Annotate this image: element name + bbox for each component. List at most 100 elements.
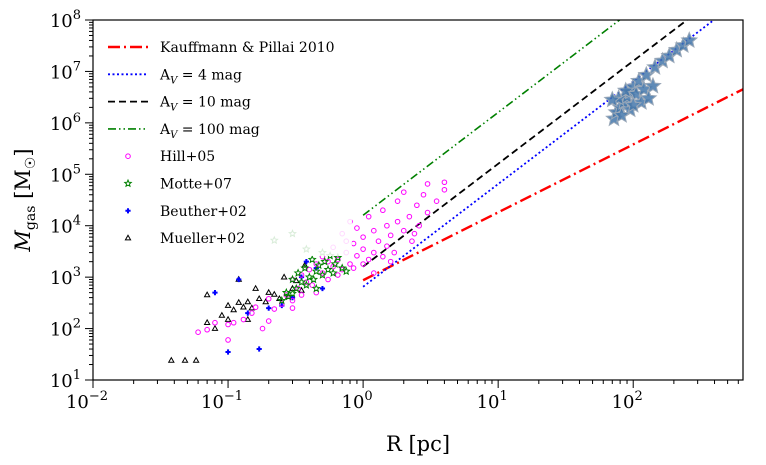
data-point xyxy=(280,273,288,280)
data-point xyxy=(406,213,413,220)
x-tick-label: 100 xyxy=(342,389,373,413)
data-point xyxy=(616,81,635,99)
y-tick-label: 104 xyxy=(50,214,81,238)
data-point xyxy=(218,311,226,318)
x-tick-label: 101 xyxy=(477,389,508,413)
legend-swatch xyxy=(123,178,133,188)
data-point xyxy=(256,346,262,352)
legend-label: Mueller+02 xyxy=(160,231,245,247)
data-point xyxy=(291,283,301,293)
data-point xyxy=(252,304,259,311)
data-point xyxy=(304,272,314,281)
legend-item: Beuther+02 xyxy=(125,204,247,220)
x-tick-label: 102 xyxy=(612,389,643,413)
series-line-3 xyxy=(362,20,621,216)
legend-item: Motte+07 xyxy=(123,177,232,193)
data-point xyxy=(244,298,252,305)
data-point xyxy=(307,254,317,264)
data-point xyxy=(300,263,310,272)
legend-item: AV = 4 mag xyxy=(108,67,242,86)
data-point xyxy=(433,198,440,204)
data-point xyxy=(265,295,272,302)
legend-label: Hill+05 xyxy=(160,149,215,165)
legend-label: AV = 4 mag xyxy=(159,67,242,86)
legend-item: AV = 100 mag xyxy=(108,122,260,141)
data-point xyxy=(240,316,247,323)
data-point xyxy=(265,318,272,324)
data-point xyxy=(411,230,418,237)
data-point xyxy=(371,227,377,234)
data-point xyxy=(335,272,341,278)
data-point xyxy=(365,256,372,263)
data-point xyxy=(281,287,291,297)
data-point xyxy=(203,318,211,326)
data-point xyxy=(387,258,394,265)
data-point xyxy=(181,356,189,363)
data-point xyxy=(259,325,266,332)
y-tick-label: 103 xyxy=(50,265,81,289)
data-point xyxy=(330,259,340,268)
data-point xyxy=(400,189,407,195)
data-point xyxy=(328,268,338,277)
data-point xyxy=(354,225,360,231)
legend-item: Kauffmann & Pillai 2010 xyxy=(108,40,335,56)
y-tick-label: 102 xyxy=(50,317,81,341)
data-point xyxy=(624,95,643,113)
data-point xyxy=(320,256,330,266)
data-point xyxy=(301,261,309,268)
y-tick-label: 108 xyxy=(50,8,81,32)
data-point xyxy=(306,266,313,273)
legend-swatch xyxy=(125,208,131,214)
data-point xyxy=(270,290,278,297)
series-1 xyxy=(269,228,351,305)
data-point xyxy=(384,243,390,249)
data-point xyxy=(424,181,431,187)
data-point xyxy=(387,232,394,239)
data-point xyxy=(319,285,326,292)
data-point xyxy=(235,298,243,305)
y-tick-label: 101 xyxy=(50,368,81,392)
legend-label: AV = 10 mag xyxy=(159,95,251,114)
data-point xyxy=(289,295,296,301)
data-point xyxy=(337,263,347,272)
plot-frame xyxy=(92,19,744,381)
data-point xyxy=(230,319,237,326)
data-point xyxy=(211,324,219,331)
legend-label: Motte+07 xyxy=(160,177,232,193)
data-point xyxy=(365,213,372,220)
data-point xyxy=(680,31,699,48)
y-tick-label: 106 xyxy=(50,111,81,135)
model-lines xyxy=(362,20,743,288)
y-tick-label: 107 xyxy=(50,59,81,83)
data-point xyxy=(266,305,272,311)
data-point xyxy=(252,284,260,291)
data-point xyxy=(309,274,319,284)
data-point xyxy=(203,291,211,298)
data-point xyxy=(416,222,422,229)
x-tick-label: 10−2 xyxy=(66,389,108,413)
data-point xyxy=(311,283,321,293)
data-point xyxy=(224,301,232,308)
data-point xyxy=(354,253,360,259)
data-point xyxy=(265,288,273,295)
data-point xyxy=(288,274,297,284)
data-point xyxy=(230,306,238,313)
legend: Kauffmann & Pillai 2010 AV = 4 mag AV = 10… xyxy=(108,40,335,247)
data-point xyxy=(317,270,327,279)
data-point xyxy=(394,218,401,225)
data-point xyxy=(424,209,431,216)
data-point xyxy=(204,326,210,333)
legend-swatch xyxy=(124,234,132,241)
data-point xyxy=(277,295,287,305)
series-line-2 xyxy=(362,20,689,268)
data-point xyxy=(400,227,407,234)
data-point xyxy=(255,294,263,302)
data-point xyxy=(360,261,366,267)
data-point xyxy=(239,303,247,310)
data-point xyxy=(244,315,252,322)
data-point xyxy=(313,261,320,267)
data-point xyxy=(293,268,303,277)
data-points xyxy=(167,31,699,363)
data-point xyxy=(603,90,622,108)
